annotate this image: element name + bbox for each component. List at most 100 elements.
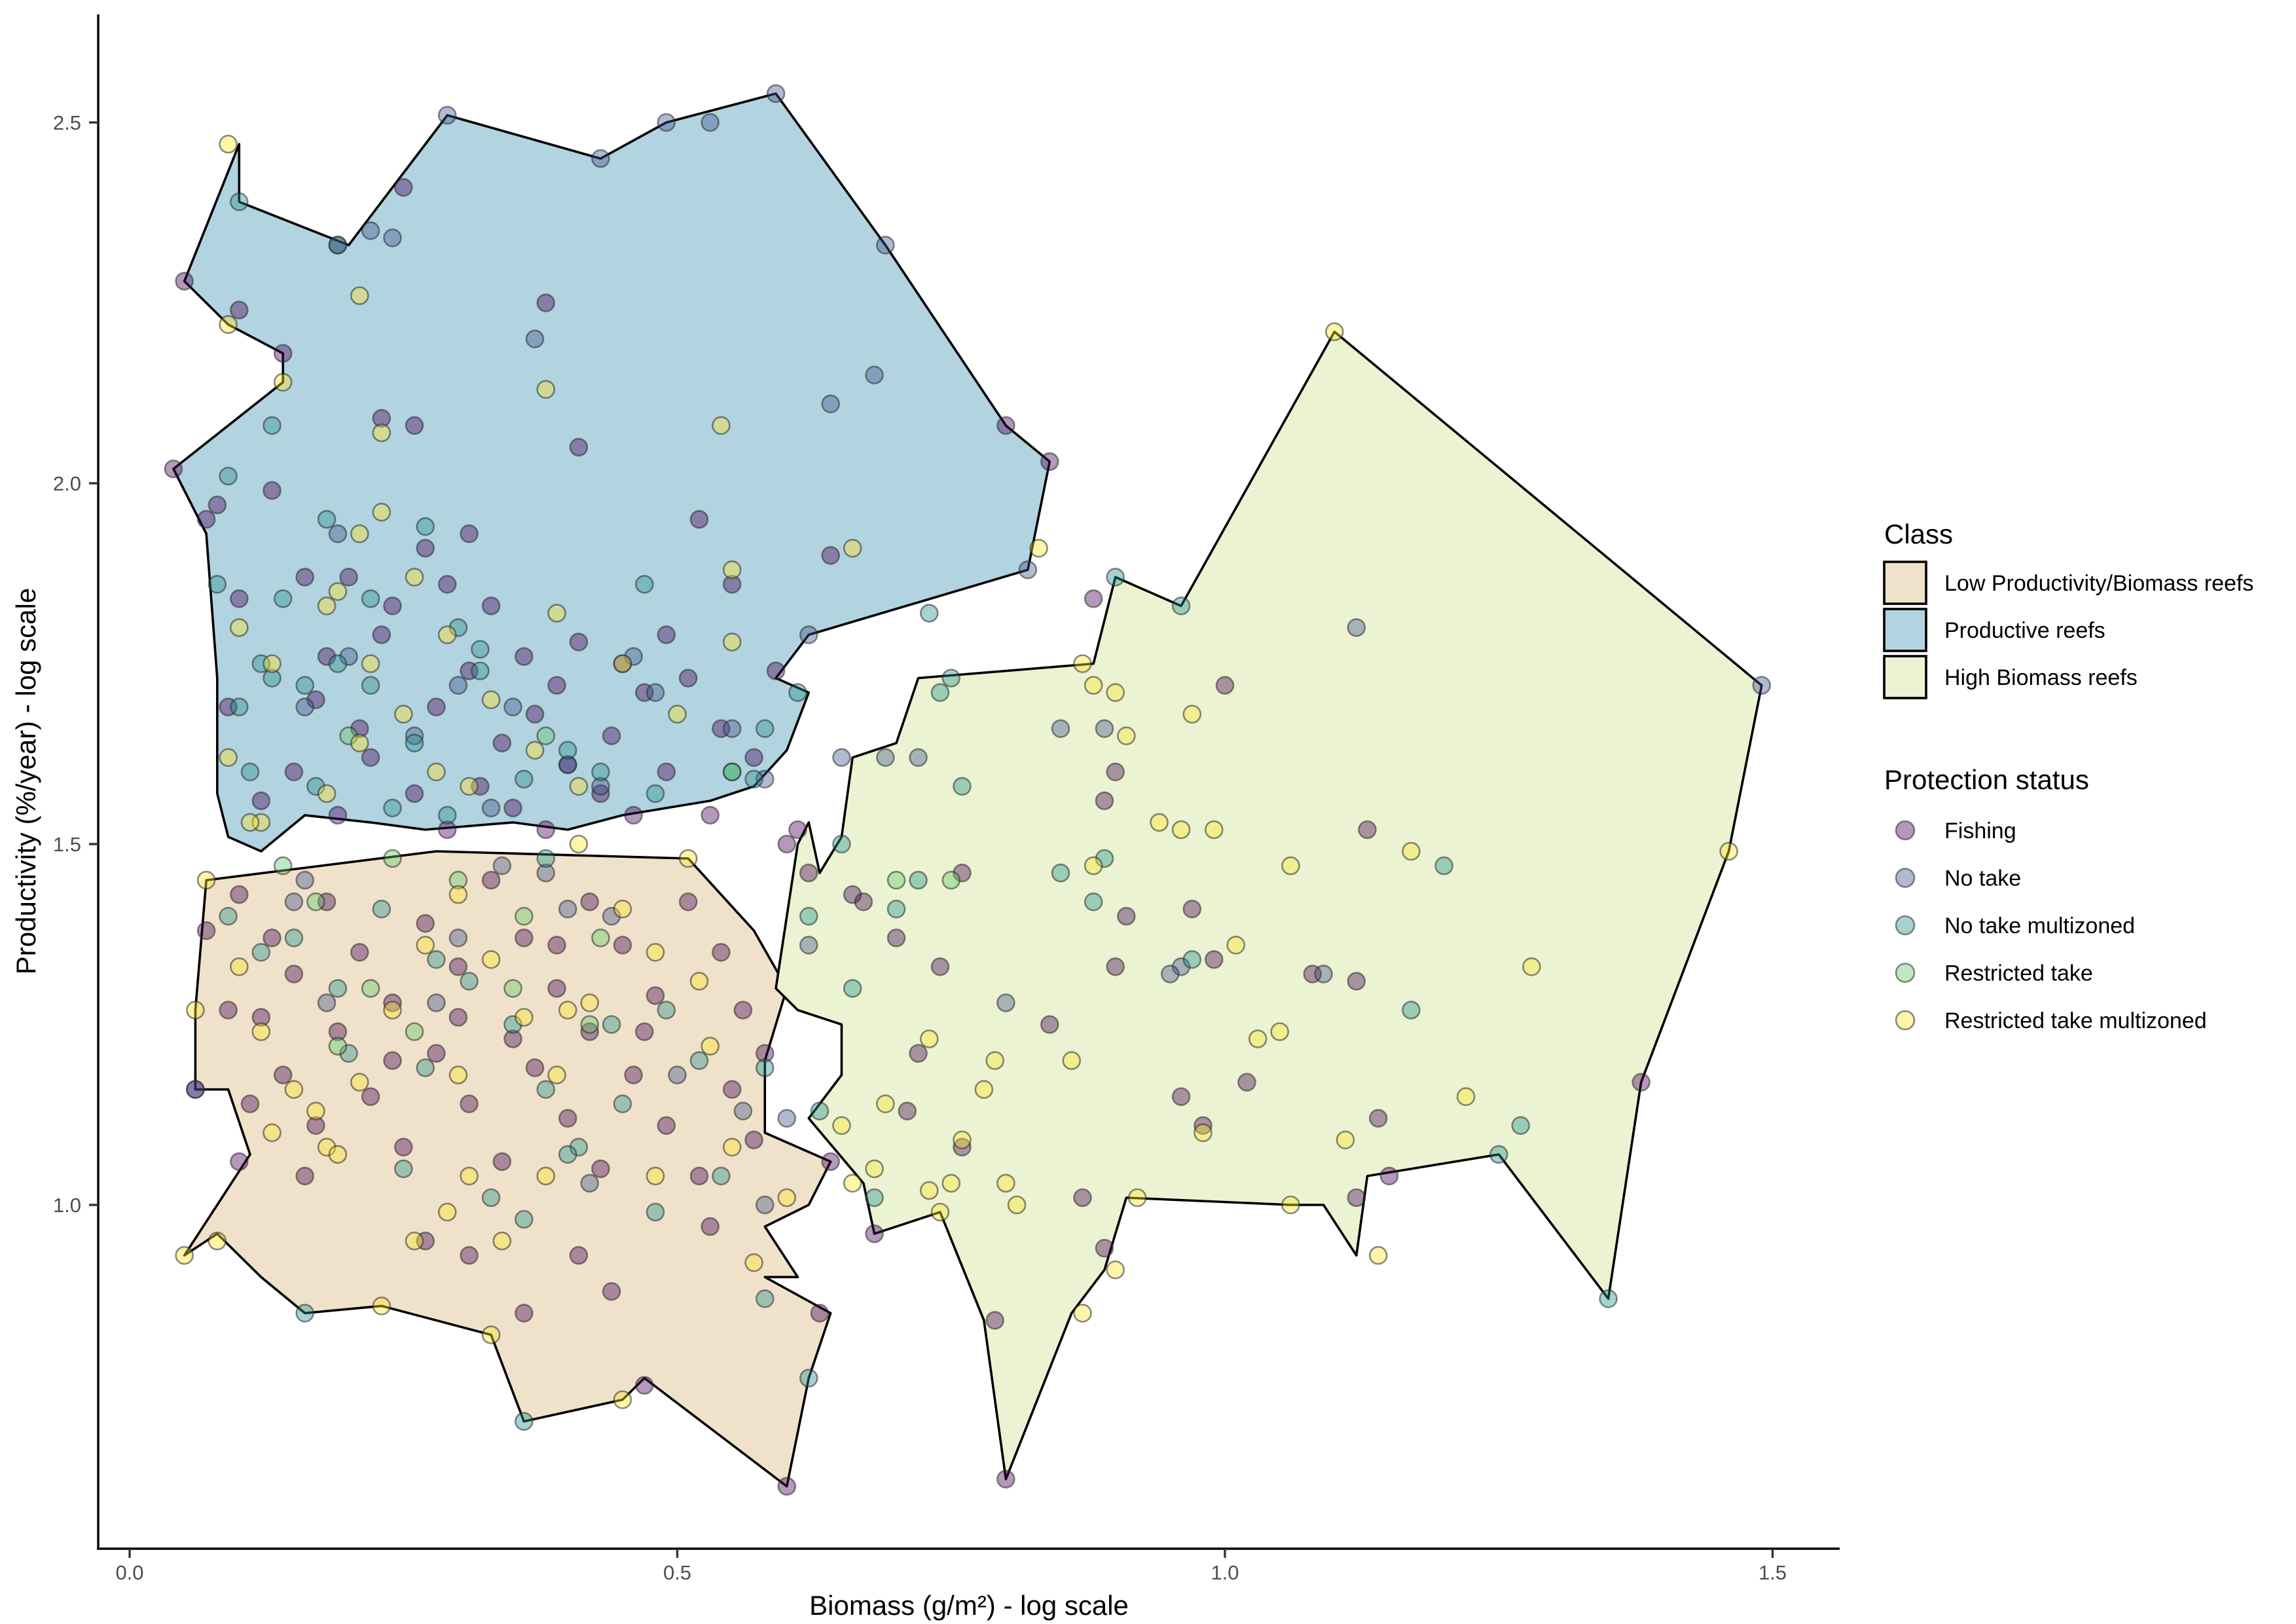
point-restricted-take-multizoned	[208, 1231, 227, 1251]
point-fishing	[733, 1001, 753, 1020]
point-fishing	[383, 1051, 402, 1070]
point-restricted-take-multizoned	[722, 633, 742, 652]
point-fishing	[646, 986, 665, 1005]
point-fishing	[1106, 957, 1125, 976]
point-restricted-take-multizoned	[1456, 1087, 1476, 1106]
point-no-take	[701, 113, 720, 132]
point-no-take	[821, 394, 840, 414]
point-restricted-take-multizoned	[547, 1065, 566, 1084]
point-fishing	[405, 416, 424, 435]
point-restricted-take	[536, 726, 556, 745]
point-fishing	[240, 1094, 260, 1113]
point-fishing	[657, 762, 676, 782]
point-restricted-take-multizoned	[613, 1390, 632, 1409]
point-fishing	[514, 929, 534, 948]
point-no-take	[481, 798, 501, 818]
point-no-take-multizoned	[219, 906, 238, 926]
point-fishing	[448, 1008, 468, 1027]
x-axis-title: Biomass (g/m²) - log scale	[809, 1590, 1129, 1621]
point-fishing	[547, 676, 566, 695]
point-no-take	[865, 365, 884, 385]
point-no-take	[295, 870, 315, 890]
point-fishing	[843, 885, 862, 904]
point-restricted-take-multizoned	[941, 1173, 961, 1193]
point-fishing	[996, 1469, 1015, 1489]
point-no-take-multizoned	[646, 1202, 665, 1222]
class-legend: Class Low Productivity/Biomass reefs Prod…	[1883, 519, 2253, 699]
point-restricted-take	[722, 762, 742, 782]
point-restricted-take-multizoned	[558, 1001, 577, 1020]
point-no-take-multizoned	[536, 849, 556, 868]
point-no-take	[427, 993, 446, 1012]
point-fishing	[1631, 1073, 1650, 1092]
point-fishing	[569, 1246, 589, 1265]
point-fishing	[744, 748, 763, 767]
point-no-take-multizoned	[646, 784, 665, 803]
point-no-take-multizoned	[1599, 1289, 1618, 1308]
point-no-take-multizoned	[1095, 849, 1114, 868]
point-fishing	[1237, 1073, 1256, 1092]
point-fishing	[208, 495, 227, 515]
point-no-take-multizoned	[558, 741, 577, 760]
point-no-take-multizoned	[328, 654, 348, 673]
point-no-take-multizoned	[953, 777, 972, 796]
point-fishing	[306, 690, 325, 709]
point-no-take-multizoned	[263, 416, 282, 435]
point-restricted-take	[448, 870, 468, 890]
point-no-take-multizoned	[1182, 950, 1202, 969]
point-fishing	[393, 1137, 413, 1157]
point-fishing	[1040, 1015, 1059, 1034]
status-legend-label: No take multizoned	[1944, 913, 2135, 938]
point-fishing	[657, 1116, 676, 1135]
point-fishing	[263, 481, 282, 500]
point-fishing	[799, 863, 818, 883]
point-restricted-take-multizoned	[547, 604, 566, 623]
point-fishing	[580, 1022, 600, 1041]
point-fishing	[295, 1166, 315, 1186]
point-restricted-take-multizoned	[460, 1166, 479, 1186]
point-restricted-take	[941, 870, 961, 890]
point-restricted-take-multizoned	[437, 625, 457, 644]
point-restricted-take-multizoned	[460, 777, 479, 796]
point-fishing	[1106, 762, 1125, 782]
point-fishing	[810, 1304, 829, 1323]
point-restricted-take-multizoned	[701, 1037, 720, 1056]
status-legend-key	[1895, 820, 1916, 841]
y-tick-label: 2.5	[53, 111, 81, 134]
point-fishing	[1215, 676, 1235, 695]
point-no-take	[766, 84, 786, 103]
point-fishing	[393, 177, 413, 197]
point-fishing	[1358, 820, 1377, 840]
point-restricted-take-multizoned	[1281, 856, 1300, 876]
point-restricted-take-multizoned	[930, 1202, 950, 1222]
point-no-take	[777, 1109, 797, 1128]
status-legend-label: Restricted take	[1944, 961, 2093, 986]
point-restricted-take-multizoned	[393, 705, 413, 724]
y-tick-label: 2.0	[53, 472, 81, 495]
point-fishing	[953, 1137, 972, 1157]
point-fishing	[361, 748, 380, 767]
point-no-take	[909, 748, 928, 767]
point-no-take-multizoned	[284, 929, 304, 948]
point-restricted-take-multizoned	[372, 1297, 392, 1316]
point-restricted-take-multizoned	[317, 1137, 337, 1157]
point-no-take-multizoned	[251, 943, 271, 962]
point-no-take	[799, 936, 818, 955]
point-no-take-multizoned	[920, 604, 939, 623]
point-no-take	[996, 993, 1015, 1012]
point-no-take-multizoned	[393, 1159, 413, 1179]
point-fishing	[219, 1001, 238, 1020]
point-no-take	[448, 676, 468, 695]
point-no-take-multizoned	[460, 972, 479, 991]
point-no-take-multizoned	[317, 509, 337, 529]
class-legend-label: High Biomass reefs	[1944, 665, 2138, 690]
point-fishing	[613, 936, 632, 955]
point-fishing	[558, 1109, 577, 1128]
data-points	[164, 84, 1772, 1496]
point-fishing	[492, 733, 512, 752]
point-restricted-take-multizoned	[1281, 1195, 1300, 1215]
point-no-take	[657, 113, 676, 132]
point-fishing	[229, 589, 249, 608]
point-restricted-take-multizoned	[536, 380, 556, 399]
